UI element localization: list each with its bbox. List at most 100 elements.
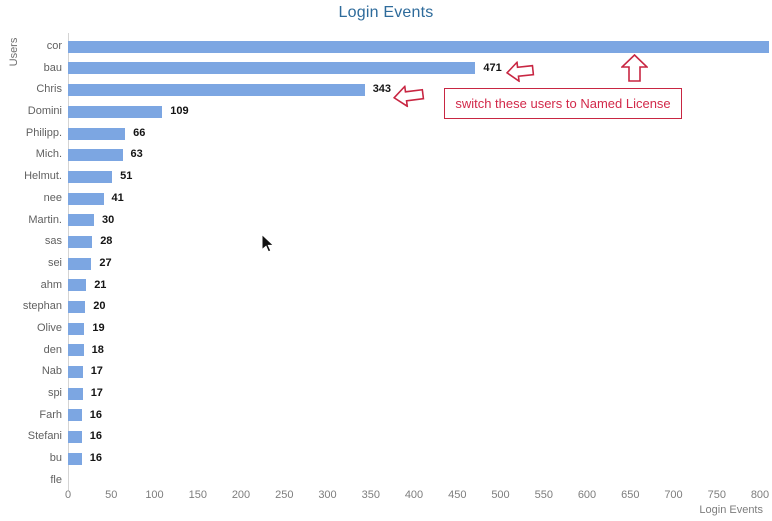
user-label: Philipp. [25,126,62,139]
chart-title: Login Events [338,4,434,21]
bar[interactable] [68,235,93,248]
x-tick-label: 50 [105,489,118,501]
value-label: 16 [89,452,103,465]
chart-row: Farh 16 [0,405,772,427]
chart-row: Stefani 16 [0,426,772,448]
user-label: den [43,343,62,356]
x-tick-label: 100 [145,489,164,501]
bar[interactable] [68,279,87,292]
x-tick-label: 600 [577,489,597,501]
chart-row: cor [0,36,772,58]
bar[interactable] [68,84,365,97]
value-label: 109 [170,105,189,118]
chart-row: bu 16 [0,448,772,470]
x-axis-ticks: 0 50 100 150 200 250 300 350 400 450 500 550 600 650 7… [0,489,772,503]
chart-row: bau 471 [0,58,772,80]
bar[interactable] [68,170,113,183]
value-label: 30 [102,213,115,226]
x-tick-label: 550 [534,489,553,501]
user-label: bau [43,61,62,74]
bar[interactable] [68,452,82,465]
bar[interactable] [68,257,92,270]
value-label: 343 [372,83,392,96]
bar-rows: cor bau 471 Chris 343 Domini 109 Philipp. 66 Mich… [0,36,772,491]
chart-row: Domini 109 [0,101,772,123]
user-label: Domini [27,105,62,118]
bar[interactable] [68,431,82,444]
user-label: Nab [41,365,62,378]
chart-row: spi 17 [0,383,772,405]
x-tick-label: 250 [275,489,294,501]
user-label: sas [44,235,62,248]
value-label: 17 [90,365,103,378]
user-label: Mich. [35,148,62,161]
value-label: 471 [483,61,502,74]
chart-row: ahm 21 [0,275,772,297]
x-tick-label: 800 [750,489,770,501]
bar[interactable] [68,192,104,205]
value-label: 20 [93,300,106,313]
user-label: Martin. [28,213,62,226]
value-label: 21 [94,278,107,291]
user-label: Stefani [27,430,62,443]
bar[interactable] [68,387,83,400]
chart-row: Philipp. 66 [0,123,772,145]
bar[interactable] [68,214,94,227]
x-tick-label: 150 [188,489,207,501]
value-label: 63 [130,148,143,161]
bar[interactable] [68,322,85,335]
chart-row: sas 28 [0,231,772,253]
value-label: 16 [89,408,103,421]
value-label: 51 [120,170,133,183]
user-label: Chris [36,83,62,96]
bar[interactable] [68,40,769,53]
user-label: cor [46,40,62,52]
user-label: stephan [22,300,62,313]
value-label: 19 [92,321,105,334]
x-tick-label: 200 [231,489,251,501]
chart-row: Chris 343 [0,79,772,101]
value-label: 18 [91,343,104,356]
left-arrow-icon [392,84,425,108]
bar[interactable] [68,366,83,379]
x-tick-label: 500 [491,489,510,501]
value-label: 16 [89,430,103,443]
bar[interactable] [68,409,82,422]
bar[interactable] [68,127,126,140]
user-label: nee [43,191,62,204]
value-label: 28 [100,235,113,248]
user-label: fle [50,473,62,486]
bar[interactable] [68,62,476,75]
chart-row: Olive 19 [0,318,772,340]
mouse-cursor [261,234,275,253]
bar[interactable] [68,344,84,357]
x-tick-label: 350 [361,489,380,501]
bar[interactable] [68,301,86,314]
up-arrow-icon [621,54,648,82]
bar[interactable] [68,149,123,162]
chart-row: fle [0,470,772,492]
annotation-box: switch these users to Named License [444,88,682,119]
chart-row: Nab 17 [0,361,772,383]
value-label: 66 [133,126,146,139]
x-tick-label: 400 [404,489,424,501]
value-label: 41 [111,191,124,204]
user-label: ahm [40,278,62,291]
chart-row: Martin. 30 [0,210,772,232]
chart-row: nee 41 [0,188,772,210]
value-label: 17 [90,387,103,399]
bar[interactable] [68,105,163,118]
x-axis-title: Login Events [699,504,763,516]
chart-row: den 18 [0,340,772,362]
chart-row: stephan 20 [0,296,772,318]
x-tick-label: 0 [64,489,72,501]
user-label: Helmut. [24,170,62,183]
value-label: 27 [99,256,112,269]
chart-row: sei 27 [0,253,772,275]
user-label: Olive [36,321,62,334]
user-label: bu [49,452,62,465]
left-arrow-icon [505,60,535,83]
x-tick-label: 650 [621,489,640,501]
chart-row: Mich. 63 [0,144,772,166]
x-tick-label: 750 [707,489,726,501]
